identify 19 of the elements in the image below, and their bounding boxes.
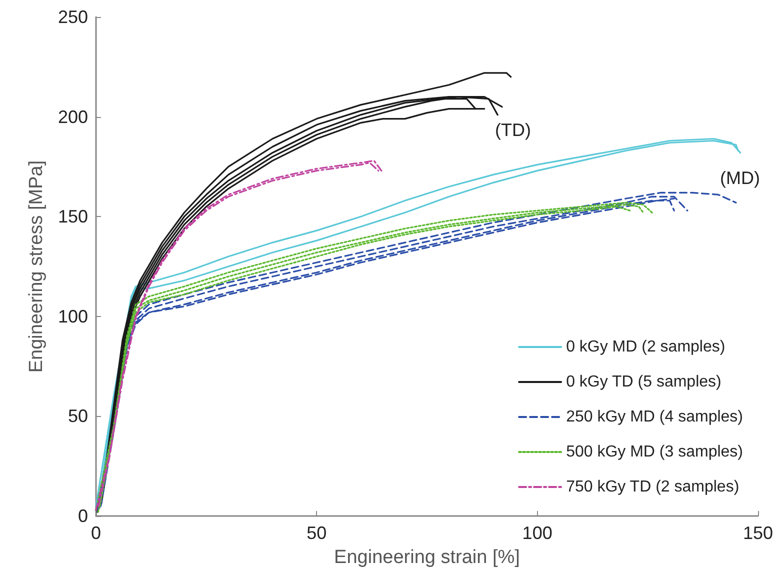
y-tick-label: 50	[68, 406, 88, 426]
legend-label: 0 kGy TD (5 samples)	[566, 374, 722, 390]
x-tick-label: 50	[306, 523, 327, 543]
x-tick-label: 100	[522, 523, 552, 543]
y-tick-label: 250	[58, 7, 88, 27]
legend-label: 500 kGy MD (3 samples)	[566, 444, 743, 460]
legend-label: 750 kGy TD (2 samples)	[566, 478, 740, 496]
annotation: (MD)	[720, 168, 760, 188]
y-axis-title: Engineering stress [MPa]	[26, 160, 47, 373]
x-tick-label: 0	[90, 523, 102, 543]
y-tick-label: 0	[78, 506, 88, 526]
legend-label: 250 kGy MD (4 samples)	[566, 408, 743, 426]
annotation: (TD)	[495, 120, 531, 140]
legend-label: 0 kGy MD (2 samples)	[566, 338, 726, 356]
y-tick-label: 200	[58, 106, 88, 127]
x-axis-title: Engineering strain [%]	[334, 547, 520, 568]
y-tick-label: 100	[58, 306, 88, 326]
y-tick-label: 150	[58, 206, 88, 227]
x-tick-label: 150	[742, 523, 774, 543]
